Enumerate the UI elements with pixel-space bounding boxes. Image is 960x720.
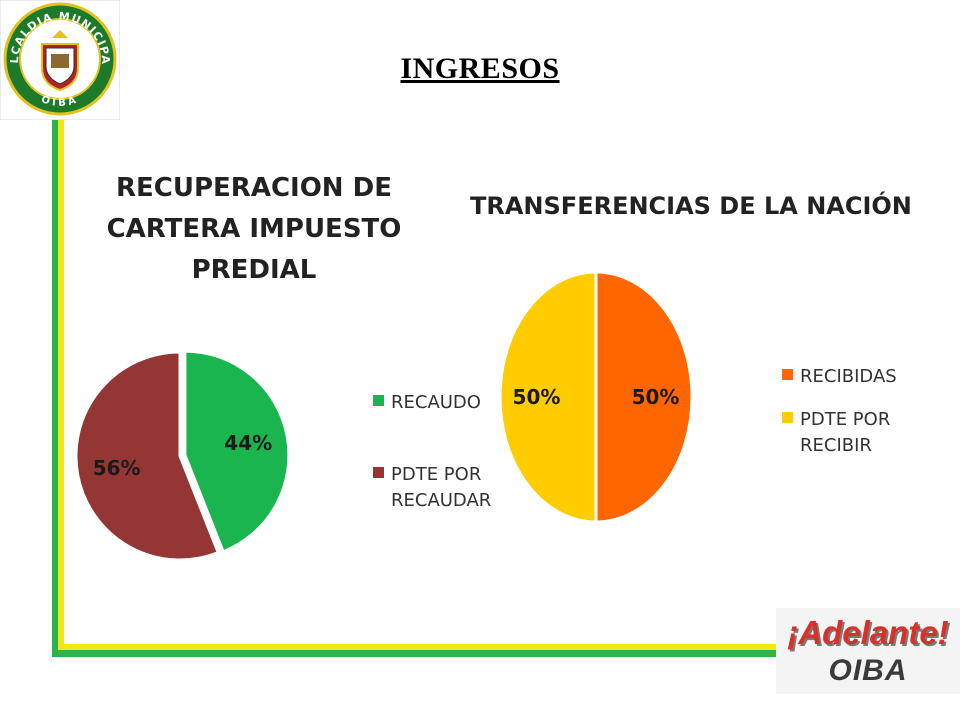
pie-slice-recibidas [594, 270, 694, 524]
pie-slice-recaudo [183, 349, 291, 554]
legend-swatch-recaudo [373, 395, 384, 406]
chart-title-line: RECUPERACION DE [116, 173, 392, 203]
pie-slice-label: 50% [513, 385, 561, 409]
municipal-seal-logo: ALCALDIA MUNICIPAL OIBA [0, 0, 120, 120]
pie-slice-pdte-por-recibir [498, 270, 598, 524]
legend-label-pdte-recibir: PDTE POR RECIBIR [800, 409, 891, 456]
pie-slice-label: 44% [224, 431, 272, 455]
frame-line-green-vertical [52, 120, 58, 650]
pie-slice-pdte-por-recaudar [74, 350, 221, 562]
legend-item-recibidas: RECIBIDAS [782, 364, 897, 390]
svg-text:OIBA: OIBA [40, 94, 81, 109]
legend-item-pdte-recibir: PDTE POR RECIBIR [782, 407, 960, 459]
legend-label-pdte-recaudar: PDTE POR RECAUDAR [391, 464, 492, 511]
pie-chart-predial: 44% 56% [74, 349, 291, 562]
legend-swatch-pdte-recaudar [373, 467, 384, 478]
chart-title-transferencias: TRANSFERENCIAS DE LA NACIÓN [470, 188, 912, 224]
seal-bottom-text: OIBA [40, 94, 78, 109]
legend-item-pdte-recaudar: PDTE POR RECAUDAR [373, 462, 503, 514]
adelante-oiba-logo: ¡Adelante! OIBA [776, 608, 960, 694]
brand-town-name: OIBA [828, 654, 908, 687]
chart-title-line: CARTERA IMPUESTO [106, 214, 402, 244]
legend-swatch-recibidas [782, 369, 793, 380]
legend-item-recaudo: RECAUDO [373, 390, 481, 416]
chart-title-predial: RECUPERACION DE CARTERA IMPUESTO PREDIAL [95, 168, 413, 291]
pie-slice-label: 56% [93, 456, 141, 480]
brand-slogan: ¡Adelante! [787, 614, 949, 651]
legend-label-recibidas: RECIBIDAS [800, 366, 897, 387]
pie-chart-transferencias: 50% 50% [498, 270, 694, 524]
frame-line-green-horizontal [52, 650, 776, 657]
frame-line-yellow-vertical [58, 120, 64, 650]
frame-line-yellow-horizontal [58, 644, 776, 650]
chart-title-line: TRANSFERENCIAS DE LA NACIÓN [470, 192, 912, 220]
chart-title-line: PREDIAL [191, 255, 317, 285]
legend-swatch-pdte-recibir [782, 412, 793, 423]
page-title: INGRESOS [400, 52, 560, 85]
legend-label-recaudo: RECAUDO [391, 392, 481, 413]
pie-slice-label: 50% [632, 385, 680, 409]
